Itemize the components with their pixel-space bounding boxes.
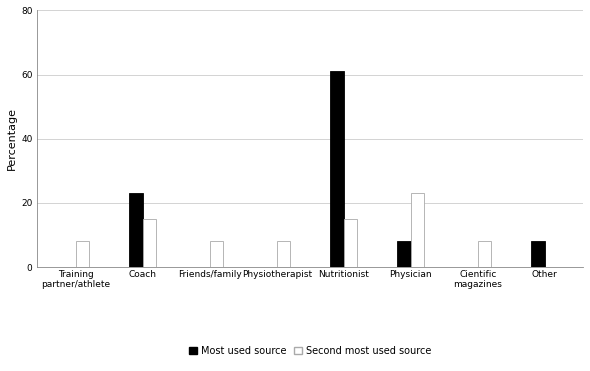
Bar bbox=[76, 242, 89, 267]
Bar bbox=[344, 219, 357, 267]
Legend: Most used source, Second most used source: Most used source, Second most used sourc… bbox=[185, 342, 435, 360]
Bar bbox=[478, 242, 491, 267]
Bar bbox=[209, 242, 223, 267]
Bar bbox=[143, 219, 156, 267]
Bar bbox=[411, 193, 424, 267]
Bar bbox=[277, 242, 290, 267]
Bar bbox=[532, 242, 545, 267]
Bar bbox=[398, 242, 411, 267]
Bar bbox=[129, 193, 143, 267]
Bar bbox=[330, 71, 344, 267]
Y-axis label: Percentage: Percentage bbox=[7, 107, 17, 170]
